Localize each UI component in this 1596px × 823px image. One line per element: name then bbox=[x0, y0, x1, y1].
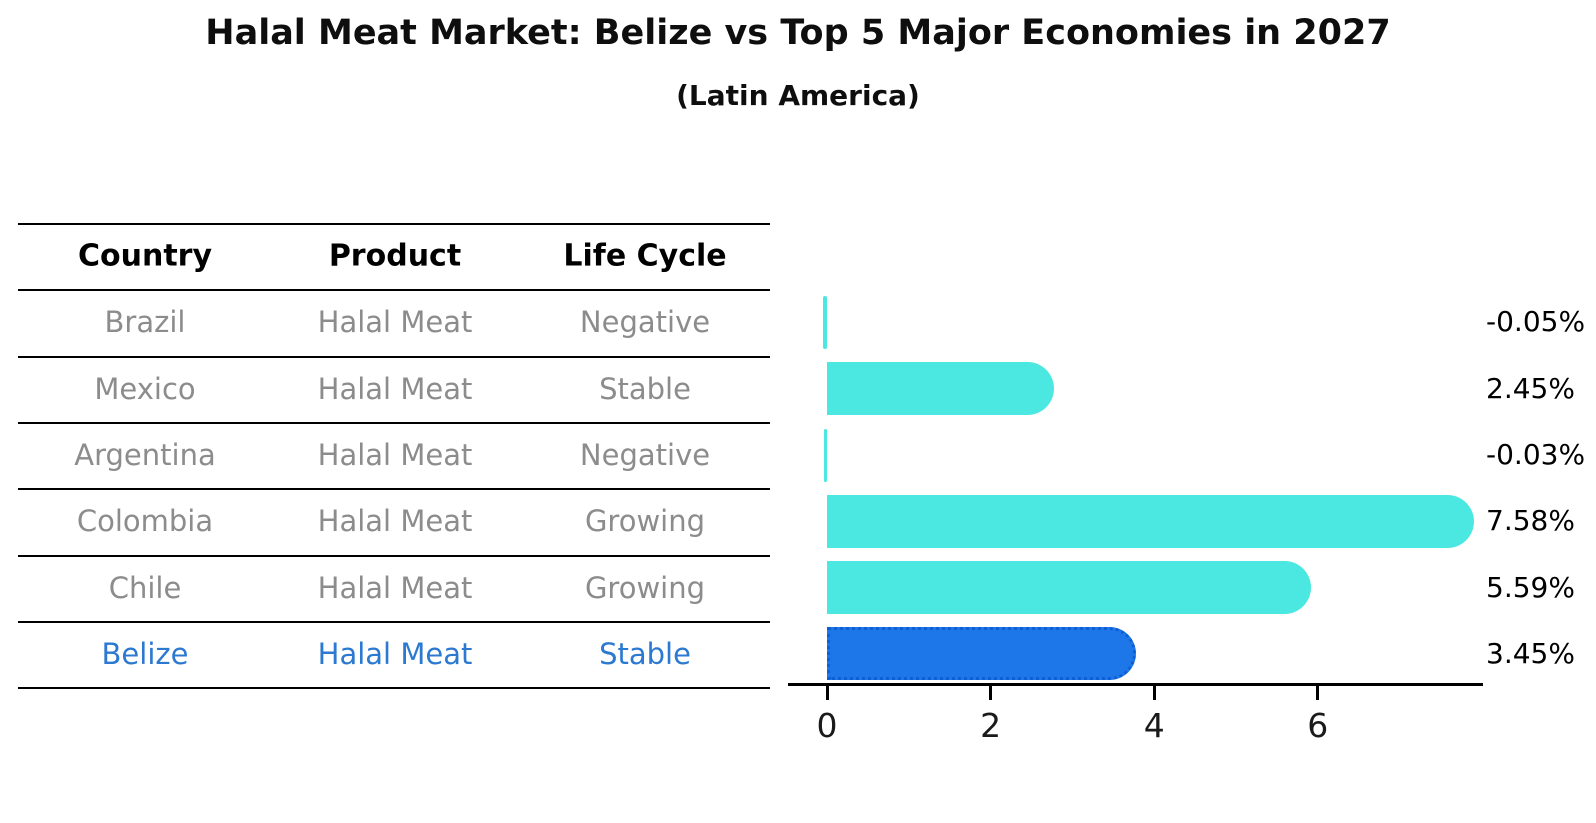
table-rule bbox=[18, 355, 770, 358]
table-cell-country: Colombia bbox=[76, 504, 214, 539]
x-axis-tick-label: 6 bbox=[1307, 706, 1329, 745]
table-rule bbox=[18, 488, 770, 491]
x-axis-tick bbox=[1316, 686, 1320, 701]
x-axis-tick-label: 0 bbox=[816, 706, 838, 745]
table-rule bbox=[18, 421, 770, 425]
bar-value-label: 5.59% bbox=[1486, 570, 1575, 604]
table-rule bbox=[18, 223, 770, 226]
x-axis-tick-label: 2 bbox=[980, 706, 1002, 745]
table-column-header: Product bbox=[328, 238, 462, 274]
bar-argentina bbox=[824, 428, 827, 482]
x-axis-tick bbox=[1152, 686, 1156, 701]
bar-mexico bbox=[827, 362, 1055, 416]
table-cell-product: Halal Meat bbox=[317, 305, 473, 340]
bar-value-label: 3.45% bbox=[1486, 636, 1575, 670]
table-cell-life-cycle: Negative bbox=[579, 438, 711, 473]
table-cell-product: Halal Meat bbox=[317, 371, 473, 406]
table-rule bbox=[18, 687, 770, 690]
table-cell-country: Belize bbox=[101, 636, 189, 671]
table-column-header: Life Cycle bbox=[563, 238, 727, 274]
table-cell-country: Argentina bbox=[74, 438, 216, 473]
x-axis-line bbox=[788, 683, 1483, 687]
table-cell-country: Brazil bbox=[104, 305, 186, 340]
table-cell-life-cycle: Growing bbox=[584, 570, 706, 605]
chart-title: Halal Meat Market: Belize vs Top 5 Major… bbox=[205, 13, 1391, 53]
table-rule bbox=[18, 620, 770, 623]
bar-value-label: -0.03% bbox=[1486, 437, 1586, 471]
table-rule bbox=[18, 554, 770, 557]
table-cell-product: Halal Meat bbox=[317, 504, 473, 539]
table-cell-product: Halal Meat bbox=[317, 438, 473, 473]
table-cell-product: Halal Meat bbox=[317, 570, 473, 605]
bar-brazil bbox=[822, 295, 827, 349]
table-cell-life-cycle: Growing bbox=[584, 504, 706, 539]
bar-colombia bbox=[827, 494, 1475, 548]
x-axis-tick bbox=[989, 686, 993, 701]
bar-value-label: 7.58% bbox=[1486, 504, 1575, 538]
table-column-header: Country bbox=[77, 238, 213, 274]
table-cell-country: Mexico bbox=[94, 371, 196, 406]
table-rule bbox=[18, 289, 770, 292]
bar-highlight-belize bbox=[827, 627, 1137, 681]
bar-value-label: 2.45% bbox=[1486, 371, 1575, 405]
x-axis-tick-label: 4 bbox=[1143, 706, 1165, 745]
table-cell-product: Halal Meat bbox=[317, 636, 473, 671]
x-axis-tick bbox=[825, 686, 829, 701]
bar-chile bbox=[827, 561, 1312, 615]
chart-subtitle: (Latin America) bbox=[676, 79, 920, 112]
table-cell-country: Chile bbox=[108, 570, 182, 605]
table-cell-life-cycle: Stable bbox=[599, 371, 691, 406]
bar-value-label: -0.05% bbox=[1486, 305, 1586, 339]
table-cell-life-cycle: Negative bbox=[579, 305, 711, 340]
table-cell-life-cycle: Stable bbox=[599, 636, 691, 671]
